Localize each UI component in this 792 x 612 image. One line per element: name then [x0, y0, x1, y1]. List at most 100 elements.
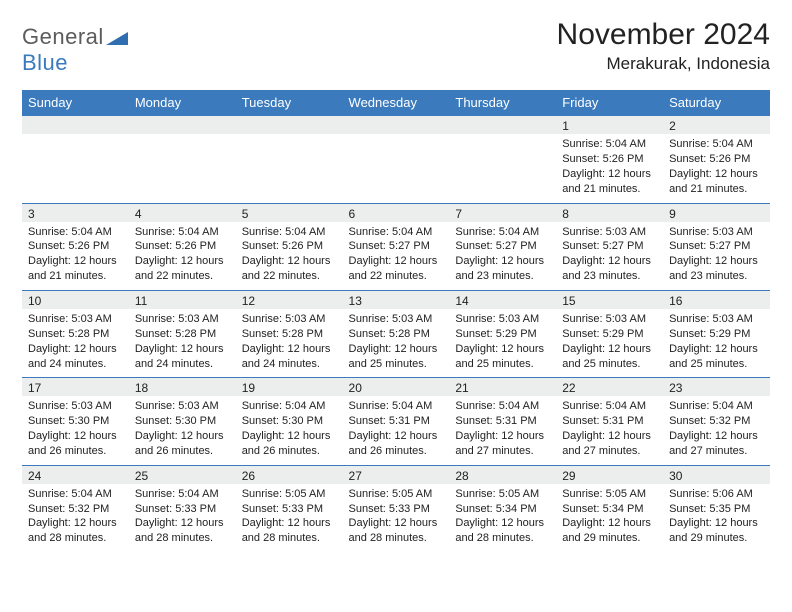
calendar-cell: 1Sunrise: 5:04 AMSunset: 5:26 PMDaylight…	[556, 116, 663, 203]
calendar-cell	[236, 116, 343, 203]
calendar-week-row: 3Sunrise: 5:04 AMSunset: 5:26 PMDaylight…	[22, 203, 770, 290]
day-detail-line: Sunset: 5:34 PM	[455, 502, 550, 517]
title-block: November 2024 Merakurak, Indonesia	[557, 18, 770, 74]
calendar-page: General Blue November 2024 Merakurak, In…	[0, 0, 792, 562]
day-number: 8	[556, 204, 663, 222]
day-detail-line: Sunset: 5:28 PM	[135, 327, 230, 342]
day-detail-line: and 25 minutes.	[669, 357, 764, 372]
day-detail-line: and 29 minutes.	[562, 531, 657, 546]
day-number: 21	[449, 378, 556, 396]
day-detail-line: Sunset: 5:31 PM	[349, 414, 444, 429]
calendar-cell: 16Sunrise: 5:03 AMSunset: 5:29 PMDayligh…	[663, 291, 770, 378]
day-detail-line: Sunset: 5:31 PM	[455, 414, 550, 429]
day-detail-line: Sunrise: 5:03 AM	[562, 225, 657, 240]
day-detail-line: Daylight: 12 hours	[562, 167, 657, 182]
day-detail-line: Sunset: 5:31 PM	[562, 414, 657, 429]
day-details: Sunrise: 5:03 AMSunset: 5:28 PMDaylight:…	[343, 309, 450, 377]
day-details	[236, 134, 343, 196]
weekday-header-row: SundayMondayTuesdayWednesdayThursdayFrid…	[22, 90, 770, 116]
day-details	[129, 134, 236, 196]
day-detail-line: and 22 minutes.	[135, 269, 230, 284]
day-number: 12	[236, 291, 343, 309]
day-detail-line: and 25 minutes.	[455, 357, 550, 372]
calendar-cell: 6Sunrise: 5:04 AMSunset: 5:27 PMDaylight…	[343, 203, 450, 290]
day-details: Sunrise: 5:03 AMSunset: 5:28 PMDaylight:…	[129, 309, 236, 377]
day-detail-line: Daylight: 12 hours	[562, 429, 657, 444]
day-detail-line: Sunset: 5:32 PM	[669, 414, 764, 429]
day-details: Sunrise: 5:04 AMSunset: 5:26 PMDaylight:…	[22, 222, 129, 290]
day-detail-line: Daylight: 12 hours	[242, 342, 337, 357]
calendar-cell: 7Sunrise: 5:04 AMSunset: 5:27 PMDaylight…	[449, 203, 556, 290]
calendar-cell	[449, 116, 556, 203]
day-details	[449, 134, 556, 196]
calendar-cell: 9Sunrise: 5:03 AMSunset: 5:27 PMDaylight…	[663, 203, 770, 290]
day-number: 2	[663, 116, 770, 134]
day-number: 16	[663, 291, 770, 309]
day-detail-line: and 22 minutes.	[349, 269, 444, 284]
day-detail-line: Daylight: 12 hours	[562, 516, 657, 531]
calendar-cell: 14Sunrise: 5:03 AMSunset: 5:29 PMDayligh…	[449, 291, 556, 378]
month-title: November 2024	[557, 18, 770, 52]
day-number: 9	[663, 204, 770, 222]
day-number: 11	[129, 291, 236, 309]
calendar-cell: 25Sunrise: 5:04 AMSunset: 5:33 PMDayligh…	[129, 465, 236, 552]
day-details: Sunrise: 5:04 AMSunset: 5:31 PMDaylight:…	[343, 396, 450, 464]
day-detail-line: Sunset: 5:27 PM	[349, 239, 444, 254]
day-detail-line: Sunset: 5:26 PM	[562, 152, 657, 167]
day-details: Sunrise: 5:03 AMSunset: 5:30 PMDaylight:…	[22, 396, 129, 464]
day-detail-line: Sunrise: 5:03 AM	[562, 312, 657, 327]
day-detail-line: and 23 minutes.	[455, 269, 550, 284]
calendar-cell: 12Sunrise: 5:03 AMSunset: 5:28 PMDayligh…	[236, 291, 343, 378]
day-number: 3	[22, 204, 129, 222]
weekday-header: Sunday	[22, 90, 129, 116]
day-number: 14	[449, 291, 556, 309]
day-details: Sunrise: 5:04 AMSunset: 5:33 PMDaylight:…	[129, 484, 236, 552]
day-detail-line: Sunrise: 5:03 AM	[242, 312, 337, 327]
day-number	[449, 116, 556, 134]
calendar-cell: 4Sunrise: 5:04 AMSunset: 5:26 PMDaylight…	[129, 203, 236, 290]
day-detail-line: Sunset: 5:33 PM	[242, 502, 337, 517]
day-detail-line: and 28 minutes.	[349, 531, 444, 546]
day-detail-line: Daylight: 12 hours	[349, 254, 444, 269]
day-detail-line: Daylight: 12 hours	[349, 342, 444, 357]
day-details: Sunrise: 5:03 AMSunset: 5:28 PMDaylight:…	[236, 309, 343, 377]
day-detail-line: Daylight: 12 hours	[135, 429, 230, 444]
calendar-week-row: 10Sunrise: 5:03 AMSunset: 5:28 PMDayligh…	[22, 291, 770, 378]
calendar-cell	[129, 116, 236, 203]
day-detail-line: Sunrise: 5:04 AM	[669, 399, 764, 414]
day-details: Sunrise: 5:03 AMSunset: 5:29 PMDaylight:…	[663, 309, 770, 377]
day-detail-line: Daylight: 12 hours	[349, 516, 444, 531]
day-detail-line: and 26 minutes.	[349, 444, 444, 459]
day-number: 18	[129, 378, 236, 396]
logo-text: General Blue	[22, 24, 128, 76]
day-detail-line: and 29 minutes.	[669, 531, 764, 546]
day-detail-line: Daylight: 12 hours	[349, 429, 444, 444]
day-detail-line: Daylight: 12 hours	[135, 342, 230, 357]
calendar-cell: 18Sunrise: 5:03 AMSunset: 5:30 PMDayligh…	[129, 378, 236, 465]
day-number: 30	[663, 466, 770, 484]
day-detail-line: Daylight: 12 hours	[242, 516, 337, 531]
day-detail-line: and 28 minutes.	[135, 531, 230, 546]
day-detail-line: Sunrise: 5:04 AM	[135, 225, 230, 240]
day-details: Sunrise: 5:04 AMSunset: 5:27 PMDaylight:…	[343, 222, 450, 290]
day-number: 22	[556, 378, 663, 396]
day-number: 10	[22, 291, 129, 309]
day-detail-line: Sunrise: 5:04 AM	[455, 399, 550, 414]
day-number: 6	[343, 204, 450, 222]
day-detail-line: Sunset: 5:27 PM	[562, 239, 657, 254]
day-detail-line: Sunset: 5:29 PM	[669, 327, 764, 342]
day-details: Sunrise: 5:03 AMSunset: 5:29 PMDaylight:…	[556, 309, 663, 377]
day-details	[343, 134, 450, 196]
day-detail-line: and 28 minutes.	[242, 531, 337, 546]
calendar-cell: 10Sunrise: 5:03 AMSunset: 5:28 PMDayligh…	[22, 291, 129, 378]
day-number: 20	[343, 378, 450, 396]
calendar-table: SundayMondayTuesdayWednesdayThursdayFrid…	[22, 90, 770, 552]
day-details: Sunrise: 5:03 AMSunset: 5:29 PMDaylight:…	[449, 309, 556, 377]
calendar-cell: 11Sunrise: 5:03 AMSunset: 5:28 PMDayligh…	[129, 291, 236, 378]
weekday-header: Tuesday	[236, 90, 343, 116]
day-detail-line: and 25 minutes.	[349, 357, 444, 372]
day-detail-line: Sunset: 5:26 PM	[242, 239, 337, 254]
calendar-cell: 21Sunrise: 5:04 AMSunset: 5:31 PMDayligh…	[449, 378, 556, 465]
logo-triangle-icon	[106, 29, 128, 50]
day-number: 5	[236, 204, 343, 222]
